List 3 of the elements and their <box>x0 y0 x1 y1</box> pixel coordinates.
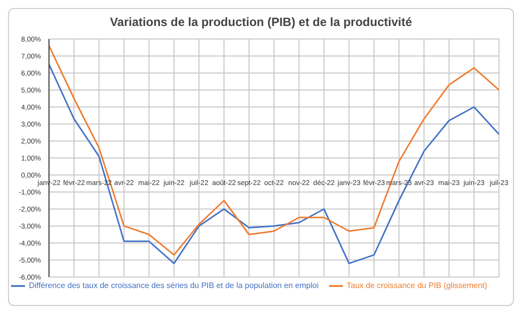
legend-label: Différence des taux de croissance des séries du PIB et de la population en emploi <box>28 281 319 290</box>
chart-title: Variations de la production (PIB) et de la productivité <box>108 14 414 31</box>
legend-label: Taux de croissance du PIB (glissement) <box>346 281 488 290</box>
